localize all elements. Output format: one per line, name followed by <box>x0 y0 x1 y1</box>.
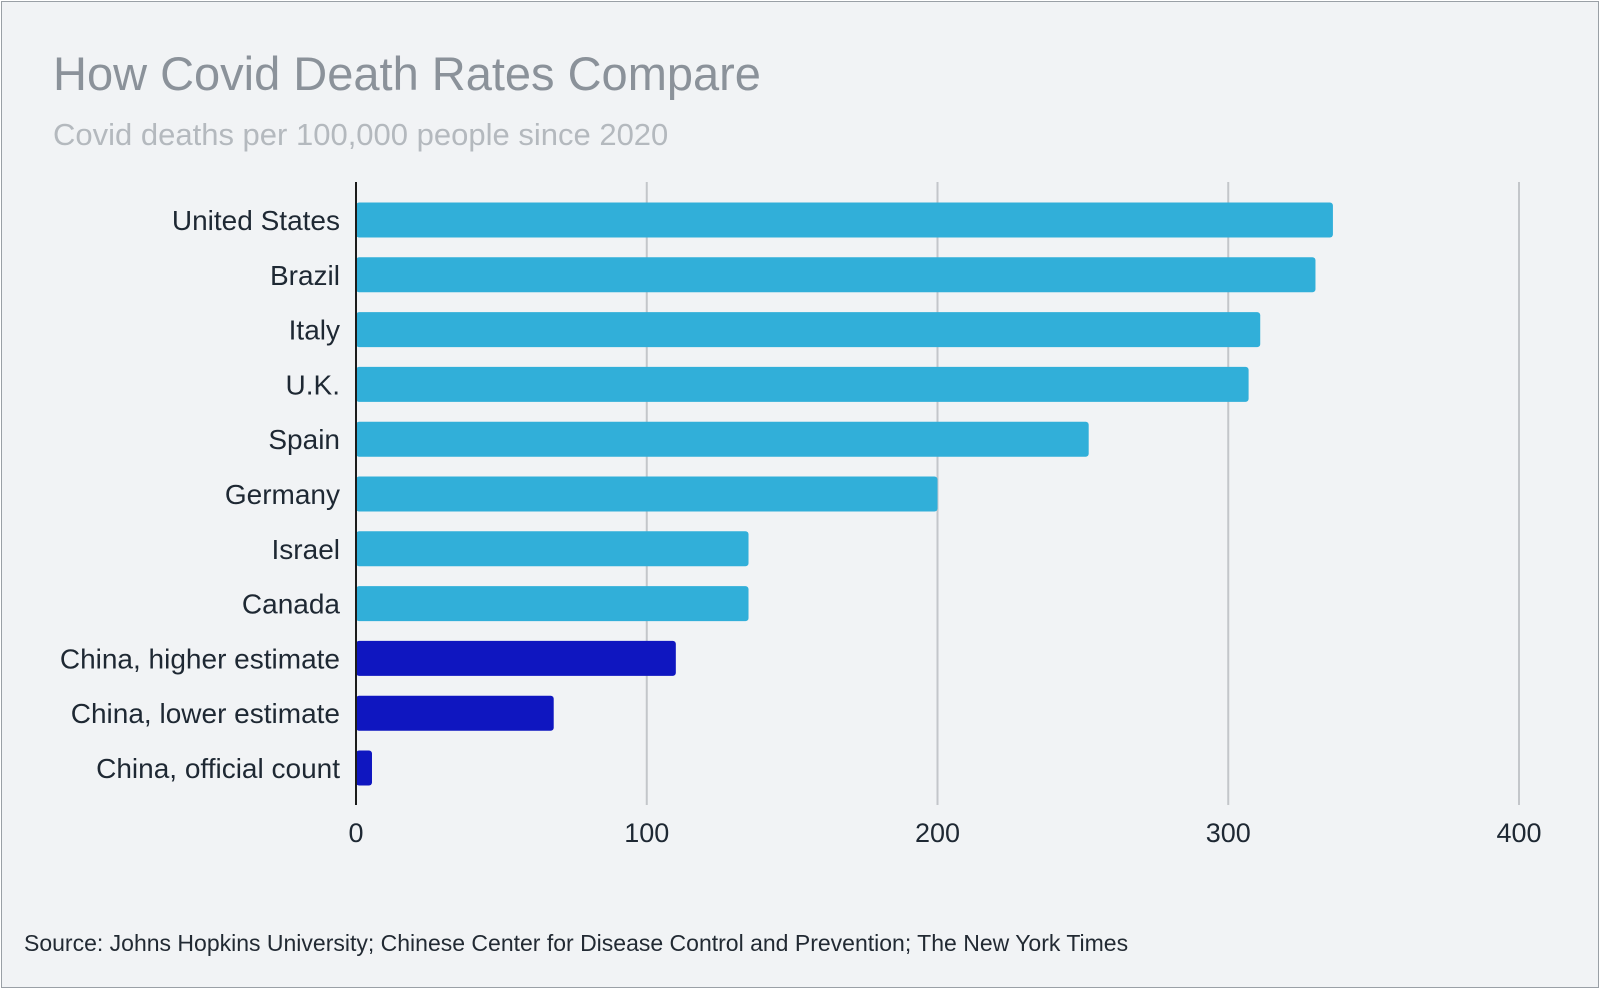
bar-china-official-count <box>356 750 372 786</box>
x-tick-label-400: 400 <box>1496 818 1541 848</box>
category-label-israel: Israel <box>272 534 340 565</box>
chart-subtitle: Covid deaths per 100,000 people since 20… <box>53 117 669 152</box>
chart-title: How Covid Death Rates Compare <box>53 47 761 100</box>
bars <box>356 202 1333 786</box>
bar-germany <box>356 476 938 512</box>
source-note: Source: Johns Hopkins University; Chines… <box>24 930 1129 956</box>
category-label-canada: Canada <box>242 589 341 620</box>
bar-canada <box>356 586 749 622</box>
bar-israel <box>356 531 749 567</box>
category-label-china-higher-estimate: China, higher estimate <box>60 643 340 674</box>
category-label-united-states: United States <box>172 205 340 236</box>
bar-brazil <box>356 257 1316 293</box>
x-tick-label-0: 0 <box>348 818 363 848</box>
category-labels: United States Brazil Italy U.K. Spain Germany… <box>60 205 341 784</box>
category-label-germany: Germany <box>225 479 340 510</box>
x-tick-label-100: 100 <box>624 818 669 848</box>
bar-u-k <box>356 366 1249 402</box>
category-label-u-k: U.K. <box>286 369 340 400</box>
category-label-brazil: Brazil <box>270 260 340 291</box>
x-tick-label-300: 300 <box>1206 818 1251 848</box>
category-label-china-lower-estimate: China, lower estimate <box>71 698 340 729</box>
category-label-spain: Spain <box>268 424 340 455</box>
bar-spain <box>356 421 1089 457</box>
bar-italy <box>356 312 1261 348</box>
bar-united-states <box>356 202 1333 238</box>
category-label-italy: Italy <box>289 315 340 346</box>
category-label-china-official-count: China, official count <box>96 753 340 784</box>
x-tick-label-200: 200 <box>915 818 960 848</box>
bar-china-lower-estimate <box>356 695 554 731</box>
bar-china-higher-estimate <box>356 640 676 676</box>
x-tick-labels: 0 100 200 300 400 <box>348 818 1541 848</box>
